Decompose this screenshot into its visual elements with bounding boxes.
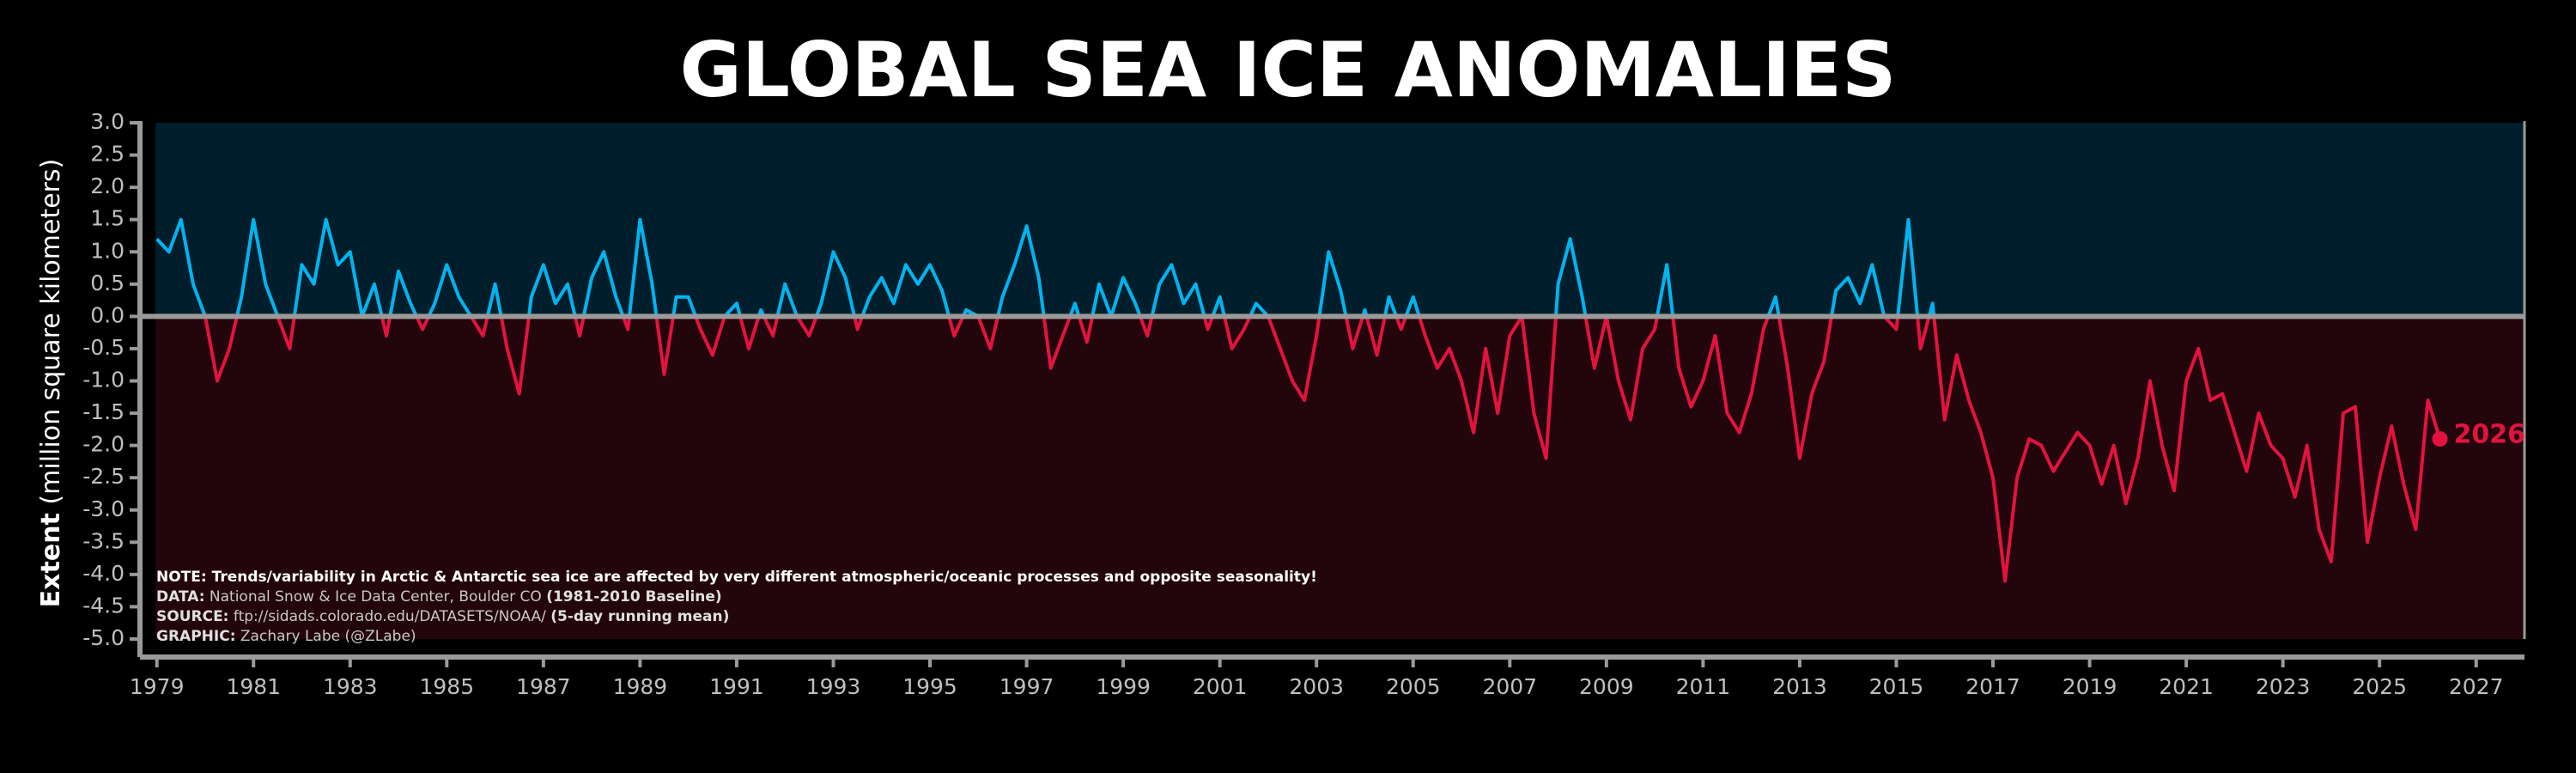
note-text: National Snow & Ice Data Center, Boulder…: [210, 588, 542, 606]
x-tick-label: 1995: [902, 674, 957, 699]
line-below-zero: [203, 316, 2442, 583]
x-tick-label: 1983: [323, 674, 378, 699]
x-tick-label: 2003: [1289, 674, 1344, 699]
y-tick-label: -2.0: [82, 432, 125, 457]
y-tick-label: 1.0: [90, 238, 125, 263]
x-tick-label: 1997: [999, 674, 1054, 699]
y-tick-label: 0.5: [90, 271, 125, 295]
y-axis-label-bold: Extent: [36, 513, 66, 607]
y-tick-label: -3.5: [82, 528, 125, 553]
note-label: NOTE:: [156, 569, 207, 586]
negative-region: [155, 316, 2524, 639]
x-tick-label: 2027: [2449, 674, 2504, 699]
end-label: 2026: [2454, 420, 2526, 450]
y-tick-label: -1.0: [82, 368, 125, 393]
x-tick-label: 2011: [1676, 674, 1731, 699]
x-tick-label: 2007: [1482, 674, 1537, 699]
end-point: [2432, 431, 2448, 447]
x-tick-label: 1993: [806, 674, 861, 699]
y-tick-label: -0.5: [82, 335, 125, 360]
x-tick-label: 2019: [2063, 674, 2117, 699]
x-tick-label: 2001: [1193, 674, 1248, 699]
y-tick-label: -4.5: [82, 593, 125, 618]
note-extra: (1981-2010 Baseline): [546, 588, 722, 606]
x-tick-label: 2017: [1965, 674, 2020, 699]
y-axis-label-rest: (million square kilometers): [36, 159, 66, 505]
y-tick-label: -1.5: [82, 399, 125, 424]
y-tick-label: 3.0: [90, 109, 125, 134]
note-text: ftp://sidads.colorado.edu/DATASETS/NOAA/: [234, 608, 546, 625]
note: DATA: National Snow & Ice Data Center, B…: [156, 588, 722, 606]
y-tick-label: 0.0: [90, 302, 125, 327]
x-tick-label: 1989: [613, 674, 668, 699]
y-tick-label: -2.5: [82, 464, 125, 489]
y-tick-label: -4.0: [82, 561, 125, 586]
x-tick-label: 1981: [226, 674, 281, 699]
note-label: DATA:: [156, 588, 205, 606]
y-tick-label: 1.5: [90, 206, 125, 231]
x-tick-label: 2005: [1386, 674, 1441, 699]
y-tick-label: 2.5: [90, 142, 125, 167]
y-axis-label: Extent (million square kilometers): [36, 159, 66, 608]
x-tick-label: 1987: [516, 674, 571, 699]
x-tick-label: 2025: [2352, 674, 2407, 699]
chart-title: GLOBAL SEA ICE ANOMALIES: [680, 26, 1897, 114]
x-tick-label: 1979: [130, 674, 185, 699]
note-label: GRAPHIC:: [156, 628, 236, 645]
x-tick-label: 2013: [1772, 674, 1827, 699]
x-tick-label: 2015: [1869, 674, 1924, 699]
x-tick-label: 2009: [1579, 674, 1634, 699]
note: GRAPHIC: Zachary Labe (@ZLabe): [156, 628, 416, 645]
note-text: Zachary Labe (@ZLabe): [240, 628, 416, 645]
x-tick-label: 1999: [1096, 674, 1151, 699]
note: SOURCE: ftp://sidads.colorado.edu/DATASE…: [156, 608, 729, 625]
note-extra: (5-day running mean): [550, 608, 729, 625]
x-tick-label: 1985: [420, 674, 475, 699]
y-tick-label: -5.0: [82, 625, 125, 650]
y-tick-label: -3.0: [82, 496, 125, 521]
note: NOTE: Trends/variability in Arctic & Ant…: [156, 569, 1317, 586]
x-tick-label: 1991: [709, 674, 764, 699]
note-label: SOURCE:: [156, 608, 228, 625]
note-text: Trends/variability in Arctic & Antarctic…: [212, 569, 1317, 586]
y-tick-label: 2.0: [90, 173, 125, 198]
x-tick-label: 2021: [2159, 674, 2214, 699]
line-above-zero: [155, 217, 1936, 317]
x-tick-label: 2023: [2256, 674, 2311, 699]
